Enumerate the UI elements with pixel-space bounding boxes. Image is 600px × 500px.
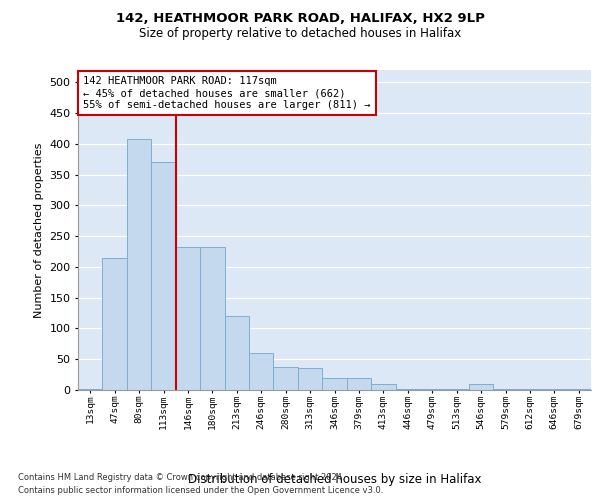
- Bar: [518, 389, 542, 390]
- Bar: [274, 366, 298, 390]
- Text: Contains HM Land Registry data © Crown copyright and database right 2024.: Contains HM Land Registry data © Crown c…: [18, 472, 344, 482]
- Bar: [78, 389, 103, 390]
- Bar: [445, 389, 469, 390]
- Bar: [176, 247, 200, 390]
- Text: Contains public sector information licensed under the Open Government Licence v3: Contains public sector information licen…: [18, 486, 383, 495]
- Text: 142 HEATHMOOR PARK ROAD: 117sqm
← 45% of detached houses are smaller (662)
55% o: 142 HEATHMOOR PARK ROAD: 117sqm ← 45% of…: [83, 76, 371, 110]
- Bar: [542, 389, 566, 390]
- Bar: [322, 378, 347, 390]
- Bar: [224, 316, 249, 390]
- Bar: [566, 389, 591, 390]
- Bar: [103, 258, 127, 390]
- Bar: [469, 384, 493, 390]
- Text: Size of property relative to detached houses in Halifax: Size of property relative to detached ho…: [139, 28, 461, 40]
- Bar: [420, 389, 445, 390]
- Bar: [395, 389, 420, 390]
- Y-axis label: Number of detached properties: Number of detached properties: [34, 142, 44, 318]
- Bar: [200, 247, 224, 390]
- Bar: [298, 368, 322, 390]
- Text: 142, HEATHMOOR PARK ROAD, HALIFAX, HX2 9LP: 142, HEATHMOOR PARK ROAD, HALIFAX, HX2 9…: [116, 12, 484, 26]
- Bar: [371, 384, 395, 390]
- Bar: [151, 162, 176, 390]
- Bar: [249, 353, 274, 390]
- Bar: [127, 139, 151, 390]
- X-axis label: Distribution of detached houses by size in Halifax: Distribution of detached houses by size …: [188, 473, 481, 486]
- Bar: [347, 378, 371, 390]
- Bar: [493, 389, 518, 390]
